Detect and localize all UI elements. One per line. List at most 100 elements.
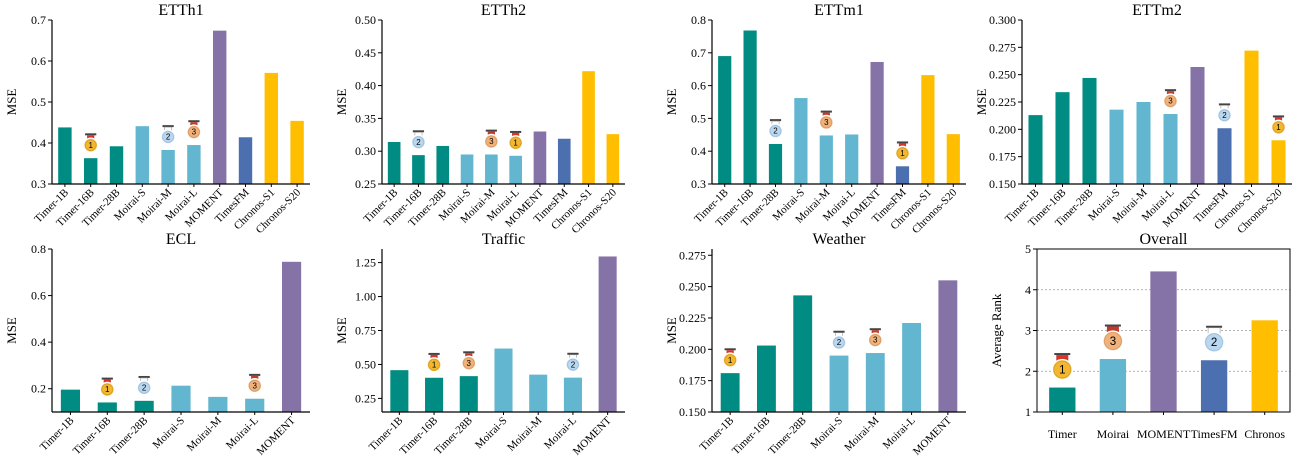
y-tick-label: 0.50 bbox=[355, 357, 376, 371]
medal-rank-label: 3 bbox=[1168, 97, 1173, 106]
bar-chronos-s1 bbox=[264, 72, 279, 184]
x-tick-label: TimesFM bbox=[1191, 427, 1238, 441]
rank-medal-2-icon: 2 bbox=[1216, 103, 1233, 123]
y-tick-label: 0.200 bbox=[679, 342, 706, 356]
rank-medal-3-icon: 3 bbox=[483, 129, 500, 150]
y-tick-label: 0.3 bbox=[31, 177, 46, 191]
y-tick-label: 0.150 bbox=[989, 177, 1016, 191]
y-tick-label: 0.6 bbox=[31, 289, 46, 303]
bar-timer-1b bbox=[390, 370, 409, 412]
bar-chronos-s1 bbox=[582, 71, 595, 184]
y-tick-label: 1.00 bbox=[355, 290, 376, 304]
bar-timer-1b bbox=[387, 142, 401, 184]
bar-timer bbox=[1049, 387, 1076, 412]
bar-moirai-l bbox=[845, 134, 859, 184]
y-tick-label: 0.6 bbox=[31, 54, 46, 68]
y-tick-label: 0.2 bbox=[31, 382, 46, 396]
bar-moment bbox=[870, 61, 884, 184]
medal-rank-label: 3 bbox=[873, 336, 878, 345]
y-tick-label: 0.7 bbox=[691, 46, 706, 60]
medal-rank-label: 3 bbox=[489, 137, 494, 146]
rank-medal-3-icon: 3 bbox=[1162, 89, 1179, 109]
rank-medal-3-icon: 3 bbox=[818, 110, 834, 131]
bar-moirai-m bbox=[208, 396, 228, 412]
y-tick-label: 0.45 bbox=[355, 46, 376, 60]
y-axis-label: Average Rank bbox=[989, 293, 1004, 367]
bar-moirai-l bbox=[245, 398, 265, 412]
medal-rank-label: 2 bbox=[1211, 337, 1217, 349]
y-tick-label: 0.8 bbox=[31, 242, 46, 256]
medal-rank-label: 2 bbox=[571, 360, 576, 369]
x-tick-label: Timer-28B bbox=[766, 415, 809, 458]
bar-moirai-s bbox=[460, 154, 474, 184]
medal-rank-label: 1 bbox=[88, 141, 93, 150]
x-tick-label: Timer bbox=[1048, 427, 1077, 441]
bar-moirai-s bbox=[494, 348, 513, 412]
y-tick-label: 2 bbox=[1025, 364, 1031, 378]
y-tick-label: 0.25 bbox=[355, 391, 376, 405]
bar-moment bbox=[281, 261, 302, 412]
rank-medal-1-icon: 1 bbox=[426, 352, 442, 373]
bar-timer-16b bbox=[756, 345, 776, 412]
x-tick-label: MOMENT bbox=[911, 414, 954, 457]
y-tick-label: 0.30 bbox=[355, 144, 376, 158]
chart-panel-traffic: TrafficMSE0.250.500.751.001.25Timer-1BTi… bbox=[334, 231, 625, 458]
chart-title: Traffic bbox=[482, 231, 526, 248]
bar-timer-28b bbox=[134, 400, 154, 412]
rank-medal-3-icon: 3 bbox=[867, 328, 883, 348]
rank-medal-3-icon: 3 bbox=[186, 120, 202, 140]
rank-medal-3-icon: 3 bbox=[1102, 324, 1124, 352]
medal-rank-label: 1 bbox=[728, 356, 733, 365]
bar-moirai-l bbox=[1163, 114, 1178, 184]
medal-rank-label: 1 bbox=[1276, 123, 1281, 132]
plot-frame bbox=[1036, 248, 1291, 413]
bar-timer-16b bbox=[83, 158, 98, 184]
rank-medal-1-icon: 1 bbox=[82, 133, 99, 153]
medal-rank-label: 3 bbox=[824, 118, 829, 127]
bar-timesfm bbox=[1217, 128, 1232, 184]
bar-timer-28b bbox=[1082, 77, 1097, 184]
x-tick-label: Moirai-M bbox=[842, 414, 881, 453]
bar-chronos-s20 bbox=[606, 134, 620, 184]
bar-timer-28b bbox=[436, 145, 450, 184]
medal-rank-label: 1 bbox=[513, 138, 518, 147]
y-tick-label: 0.35 bbox=[355, 111, 376, 125]
y-tick-label: 0.275 bbox=[989, 40, 1016, 54]
x-tick-label: Moirai-M bbox=[505, 414, 544, 453]
y-axis-label: MSE bbox=[334, 89, 349, 116]
y-tick-label: 0.40 bbox=[355, 79, 376, 93]
bar-moirai-m bbox=[485, 154, 498, 184]
bar-timer-1b bbox=[718, 56, 732, 184]
bar-timer-16b bbox=[743, 30, 757, 184]
y-tick-label: 0.4 bbox=[31, 335, 46, 349]
x-tick-label: Timer-28B bbox=[108, 415, 151, 458]
chart-panel-ettm1: ETTm1MSE0.30.40.50.60.70.8Timer-1BTimer-… bbox=[664, 2, 966, 236]
x-tick-label: MOMENT bbox=[255, 414, 298, 457]
bar-chronos-s1 bbox=[1244, 50, 1259, 184]
medal-rank-label: 2 bbox=[166, 133, 171, 142]
y-axis-label: MSE bbox=[974, 89, 989, 116]
bar-chronos-s20 bbox=[290, 120, 304, 184]
rank-medal-1-icon: 1 bbox=[1270, 115, 1287, 135]
y-tick-label: 0.5 bbox=[691, 111, 706, 125]
rank-medal-2-icon: 2 bbox=[565, 352, 581, 373]
bar-timer-28b bbox=[109, 146, 124, 184]
y-tick-label: 1 bbox=[1025, 405, 1031, 419]
bar-timer-16b bbox=[412, 155, 425, 184]
x-tick-label: Timer-16B bbox=[71, 415, 114, 458]
y-tick-label: 0.225 bbox=[679, 311, 706, 325]
y-tick-label: 0.175 bbox=[989, 150, 1016, 164]
bar-chronos-s20 bbox=[1271, 140, 1286, 184]
y-tick-label: 5 bbox=[1025, 242, 1031, 256]
medal-rank-label: 3 bbox=[192, 128, 197, 137]
x-tick-label: MOMENT bbox=[1137, 427, 1191, 441]
y-tick-label: 0.300 bbox=[989, 13, 1016, 27]
x-tick-label: Timer-28B bbox=[432, 415, 475, 458]
chart-panel-overall: Overall Average Rank 1 2 3 4 5 Timer Moirai MOMEN… bbox=[989, 231, 1291, 441]
medal-rank-label: 2 bbox=[837, 338, 842, 347]
rank-medal-2-icon: 2 bbox=[831, 330, 847, 351]
y-tick-label: 0.150 bbox=[679, 405, 706, 419]
bar-moment bbox=[598, 256, 617, 412]
medal-rank-label: 1 bbox=[432, 360, 437, 369]
medal-rank-label: 1 bbox=[1059, 364, 1065, 376]
